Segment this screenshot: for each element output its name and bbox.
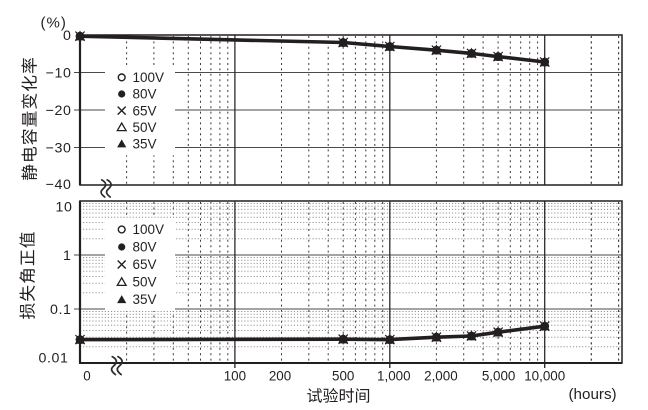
svg-text:−30: −30 bbox=[46, 141, 72, 157]
svg-text:(hours): (hours) bbox=[569, 386, 617, 403]
svg-text:0.1: 0.1 bbox=[50, 302, 72, 318]
svg-text:1: 1 bbox=[63, 248, 72, 264]
svg-text:80V: 80V bbox=[133, 240, 157, 255]
svg-text:2,000: 2,000 bbox=[424, 369, 458, 384]
svg-text:0.01: 0.01 bbox=[38, 351, 68, 367]
svg-text:−40: −40 bbox=[46, 177, 72, 193]
svg-text:65V: 65V bbox=[133, 103, 157, 118]
svg-text:35V: 35V bbox=[133, 137, 157, 152]
svg-text:5,000: 5,000 bbox=[482, 369, 516, 384]
svg-text:200: 200 bbox=[269, 369, 291, 384]
svg-text:100: 100 bbox=[224, 369, 246, 384]
svg-text:80V: 80V bbox=[133, 87, 157, 102]
svg-text:(%): (%) bbox=[41, 15, 67, 32]
svg-text:−20: −20 bbox=[46, 103, 72, 119]
svg-text:0: 0 bbox=[63, 28, 72, 44]
svg-text:1,000: 1,000 bbox=[377, 369, 411, 384]
svg-text:0: 0 bbox=[83, 369, 90, 384]
svg-text:10: 10 bbox=[56, 200, 73, 216]
svg-text:100V: 100V bbox=[133, 70, 165, 85]
svg-text:50V: 50V bbox=[133, 275, 157, 290]
svg-text:100V: 100V bbox=[133, 222, 165, 237]
svg-text:500: 500 bbox=[332, 369, 354, 384]
svg-text:−10: −10 bbox=[46, 66, 72, 82]
svg-text:35V: 35V bbox=[133, 292, 157, 307]
svg-text:10,000: 10,000 bbox=[524, 369, 565, 384]
svg-text:50V: 50V bbox=[133, 120, 157, 135]
svg-text:65V: 65V bbox=[133, 257, 157, 272]
